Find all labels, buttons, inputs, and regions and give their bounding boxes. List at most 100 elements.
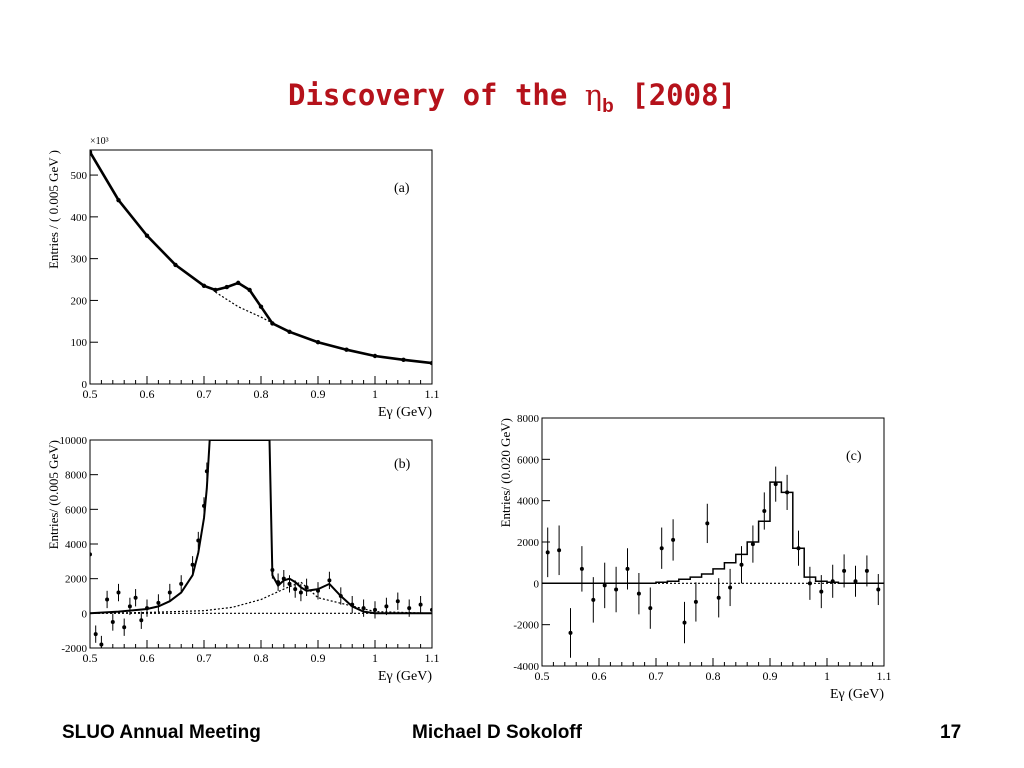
chart-a-data-point	[116, 197, 121, 203]
chart-c-data-point	[545, 550, 550, 555]
chart-b-data-point	[105, 597, 110, 602]
chart-c-data-point	[876, 587, 881, 592]
chart-b-data-point	[430, 607, 432, 612]
chart-a-xtick-label: 0.5	[83, 387, 98, 401]
chart-b-data-point	[116, 590, 121, 595]
chart-a-data-point	[429, 360, 432, 366]
chart-a-data-point	[258, 304, 264, 309]
chart-b-data-point	[99, 642, 104, 647]
chart-c-data-point	[864, 568, 869, 573]
chart-b-data-point	[156, 600, 161, 605]
chart-c-data-point	[693, 599, 698, 604]
chart-c-plot-area	[542, 466, 884, 658]
chart-b-data-point	[93, 632, 98, 637]
chart-c-data-point	[568, 630, 573, 635]
chart-a-data-point	[344, 347, 349, 352]
chart-b-data-point	[287, 581, 292, 586]
chart-c-data-point	[659, 546, 664, 551]
chart-a-xtick-label: 1	[372, 387, 378, 401]
chart-a-data-point	[401, 357, 406, 362]
chart-b-dotted-curve	[90, 581, 432, 614]
chart-b-data-point	[293, 587, 298, 592]
chart-b-data-point	[395, 599, 400, 604]
chart-c-ytick-label: -2000	[513, 620, 539, 632]
chart-c-fit-histogram	[542, 481, 884, 585]
chart-c: 0.5 0.6 0.7 0.8 0.9 1 1.1 -4000 -2000 0 2000 4000 60…	[498, 413, 892, 702]
chart-c-xtick-label: 0.9	[763, 669, 778, 683]
chart-c-xtick-label: 0.7	[649, 669, 664, 683]
chart-a-data-point	[372, 353, 378, 359]
chart-a-dotted-curve	[215, 291, 290, 333]
chart-a-xtick-label: 0.7	[197, 387, 212, 401]
chart-a-data-point	[247, 287, 252, 293]
chart-b-ytick-label: -2000	[61, 643, 87, 655]
chart-c-xtick-label: 0.8	[706, 669, 721, 683]
chart-a-xtick-label: 0.6	[140, 387, 155, 401]
chart-b-plot-area	[90, 440, 432, 648]
chart-b-ytick-label: 10000	[60, 435, 88, 447]
chart-a-data-point	[144, 233, 150, 238]
chart-b-panel-label: (b)	[394, 457, 411, 472]
chart-a-data-point	[201, 283, 207, 289]
chart-b-ytick-label: 0	[82, 608, 88, 620]
chart-c-xtick-label: 0.6	[592, 669, 607, 683]
chart-c-xtick-label: 1.1	[877, 669, 892, 683]
chart-b-ytick-label: 2000	[65, 574, 88, 586]
chart-a-ytick-label: 500	[71, 170, 88, 182]
chart-c-data-point	[648, 606, 653, 611]
chart-b-data-point	[298, 590, 303, 595]
chart-b: 0.5 0.6 0.7 0.8 0.9 1 1.1 -2000 0 2000 4000 6000 800…	[46, 435, 440, 684]
chart-a-plot-area	[90, 150, 432, 366]
chart-a-xtick-label: 0.9	[311, 387, 326, 401]
chart-a: 0.5 0.6 0.7 0.8 0.9 1 1.1 0 100 200 300 400 500 ×10³ (…	[46, 136, 440, 420]
chart-b-fit-line	[90, 440, 432, 615]
chart-b-xtick-label: 0.5	[83, 651, 98, 665]
chart-b-data-point	[407, 606, 412, 611]
chart-c-data-point	[602, 583, 607, 588]
chart-c-data-point	[705, 521, 710, 526]
chart-b-data-point	[90, 552, 92, 557]
chart-c-ytick-label: -4000	[513, 661, 539, 673]
chart-c-data-point	[591, 597, 596, 602]
chart-c-frame	[541, 417, 885, 667]
chart-a-xlabel: Eγ (GeV)	[378, 405, 432, 420]
footer-meeting: SLUO Annual Meeting	[62, 722, 261, 743]
chart-a-data-point	[173, 262, 178, 268]
chart-b-xtick-label: 1	[372, 651, 378, 665]
page-number: 17	[940, 722, 962, 743]
chart-a-ylabel: Entries / ( 0.005 GeV )	[46, 150, 61, 269]
chart-a-xtick-label: 0.8	[254, 387, 269, 401]
chart-a-data-point	[315, 340, 321, 345]
chart-c-xlabel: Eγ (GeV)	[830, 687, 884, 702]
chart-c-data-point	[557, 548, 562, 553]
chart-a-ytick-label: 100	[71, 337, 88, 349]
chart-c-data-point	[762, 509, 767, 513]
chart-b-data-point	[127, 604, 132, 609]
chart-c-data-point	[773, 482, 778, 487]
chart-c-ylabel: Entries/ (0.020 GeV)	[498, 418, 513, 527]
chart-c-data-point	[636, 591, 641, 596]
chart-c-data-point	[671, 537, 676, 542]
chart-b-ytick-label: 4000	[65, 539, 88, 551]
chart-c-data-point	[682, 620, 687, 625]
chart-a-frame	[89, 149, 433, 385]
chart-c-data-point	[807, 581, 812, 586]
chart-b-ytick-label: 8000	[65, 470, 88, 482]
chart-b-xlabel: Eγ (GeV)	[378, 669, 432, 684]
title-suffix: [2008]	[613, 78, 736, 112]
title-subscript: b	[602, 95, 614, 117]
chart-b-ylabel: Entries/ (0.005 GeV)	[46, 440, 61, 549]
chart-c-data-point	[579, 566, 584, 571]
chart-b-ytick-label: 6000	[65, 504, 88, 516]
chart-a-ytick-label: 300	[71, 254, 88, 266]
chart-c-data-point	[842, 568, 847, 573]
chart-b-data-point	[167, 590, 172, 595]
chart-b-xtick-label: 0.9	[311, 651, 326, 665]
chart-b-data-point	[327, 578, 332, 583]
chart-b-xtick-label: 0.8	[254, 651, 269, 665]
chart-b-data-point	[190, 562, 195, 567]
chart-c-xtick-label: 1	[824, 669, 830, 683]
chart-a-data-point	[213, 287, 218, 293]
footer-author: Michael D Sokoloff	[412, 722, 582, 743]
chart-c-ytick-label: 4000	[517, 496, 540, 508]
